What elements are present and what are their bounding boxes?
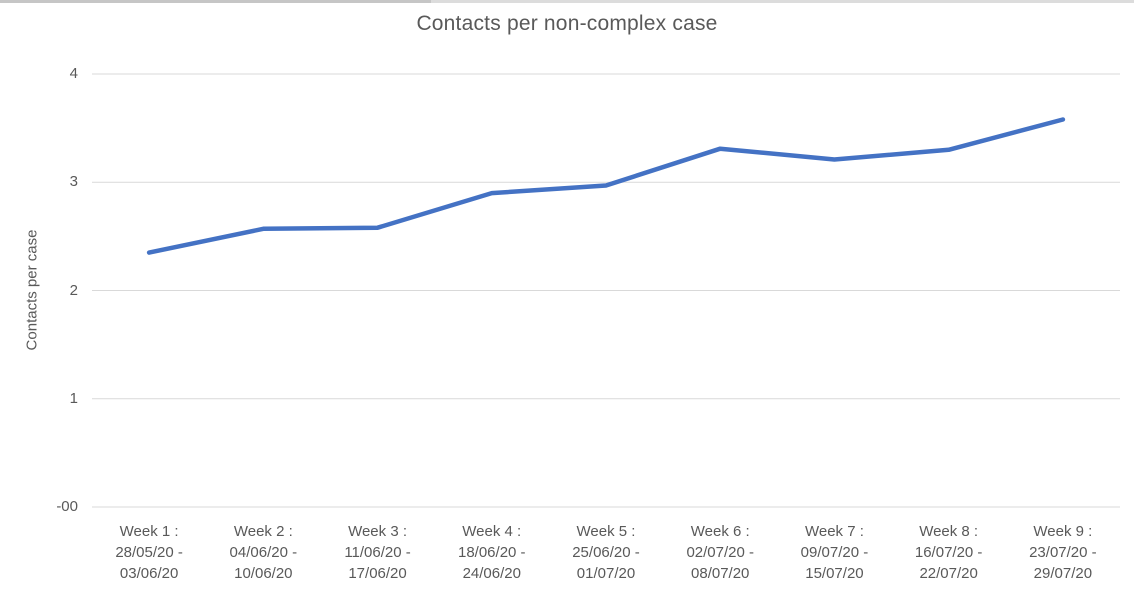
x-tick-label-line: 09/07/20 - — [800, 544, 869, 561]
x-tick-label-line: Week 7 : — [804, 523, 864, 540]
x-tick-label-line: 01/07/20 — [576, 565, 636, 582]
x-tick-label: Week 9 : 23/07/20 - 29/07/20 — [1003, 521, 1123, 584]
y-tick-label: 3 — [69, 173, 78, 191]
x-tick-label-line: 25/06/20 - — [572, 544, 640, 561]
x-tick-label-line: 28/05/20 - — [115, 544, 183, 561]
y-tick-label: -00 — [56, 498, 78, 515]
x-tick-label-line: Week 3 : — [348, 523, 407, 540]
x-tick-label-line: 29/07/20 — [1033, 565, 1093, 582]
x-tick-label-line: 22/07/20 — [919, 565, 978, 582]
x-tick-label-line: 23/07/20 - — [1029, 544, 1097, 561]
x-tick-label-line: Week 2 : — [233, 523, 293, 540]
chart-title: Contacts per non-complex case — [416, 12, 718, 35]
x-tick-label: Week 7 : 09/07/20 - 15/07/20 — [774, 521, 894, 584]
x-tick-label-line: 24/06/20 — [462, 565, 521, 582]
x-tick-label-line: 02/07/20 - — [686, 544, 754, 561]
x-tick-label-line: 15/07/20 — [805, 565, 864, 582]
x-tick-label-line: 17/06/20 — [348, 565, 407, 582]
y-tick-label: 4 — [69, 65, 78, 82]
x-tick-label-line: 11/06/20 - — [344, 544, 411, 561]
x-tick-label-line: 03/06/20 — [119, 565, 179, 582]
x-tick-label-line: Week 6 : — [690, 523, 750, 540]
x-tick-label-line: Week 5 : — [576, 523, 636, 540]
x-tick-label-line: 18/06/20 - — [457, 544, 526, 561]
x-tick-label-line: 16/07/20 - — [914, 544, 983, 561]
x-tick-label-line: Week 8 : — [919, 523, 979, 540]
x-tick-label: Week 3 : 11/06/20 - 17/06/20 — [318, 521, 438, 584]
x-tick-label: Week 8 : 16/07/20 - 22/07/20 — [889, 521, 1009, 584]
x-tick-label-line: Week 1 : — [119, 523, 179, 540]
series-line — [146, 117, 1066, 255]
window-top-edge — [0, 0, 1134, 3]
x-tick-label-line: Week 9 : — [1033, 523, 1093, 540]
x-tick-label-line: Week 4 : — [462, 523, 522, 540]
x-tick-label: Week 6 : 02/07/20 - 08/07/20 — [660, 521, 780, 584]
x-tick-label: Week 2 : 04/06/20 - 10/06/20 — [203, 521, 323, 584]
x-tick-label: Week 4 : 18/06/20 - 24/06/20 — [432, 521, 552, 584]
y-tick-label: 1 — [69, 389, 78, 407]
x-tick-label: Week 5 : 25/06/20 - 01/07/20 — [546, 521, 666, 584]
y-tick-label: 2 — [69, 281, 78, 299]
x-tick-label: Week 1 : 28/05/20 - 03/06/20 — [89, 521, 209, 584]
x-tick-label-line: 10/06/20 — [234, 565, 293, 582]
x-tick-label-line: 08/07/20 — [691, 565, 750, 582]
x-tick-label-line: 04/06/20 - — [229, 544, 298, 561]
